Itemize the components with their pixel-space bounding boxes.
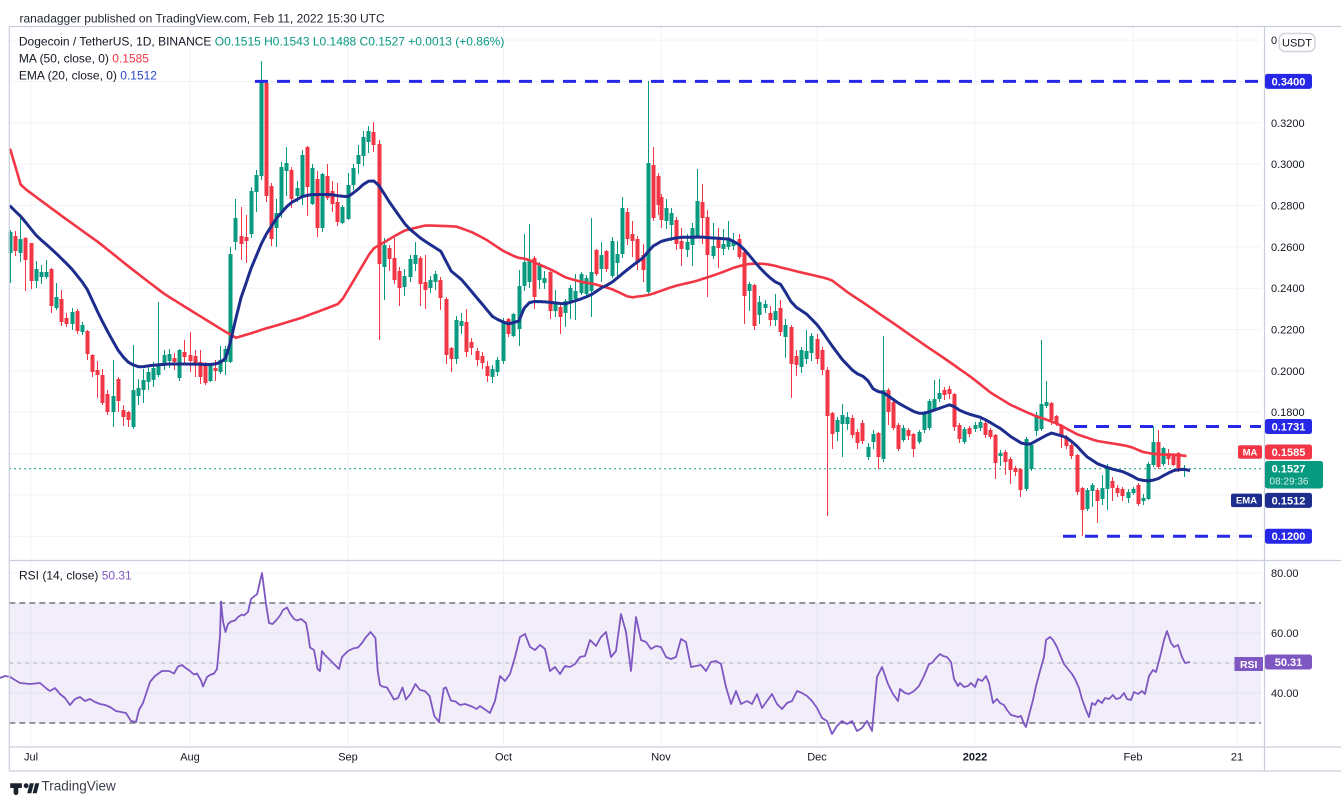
svg-text:0.1527: 0.1527 [1272,464,1306,476]
svg-text:0.1800: 0.1800 [1271,407,1305,419]
svg-text:50.31: 50.31 [1275,657,1303,669]
svg-text:80.00: 80.00 [1271,568,1299,580]
svg-text:0: 0 [1271,35,1277,47]
svg-text:0.2400: 0.2400 [1271,283,1305,295]
svg-text:Nov: Nov [651,752,671,764]
svg-text:Dogecoin / TetherUS, 1D, BINAN: Dogecoin / TetherUS, 1D, BINANCE O0.1515… [19,35,504,49]
svg-text:21: 21 [1231,752,1243,764]
svg-text:0.2800: 0.2800 [1271,200,1305,212]
svg-text:2022: 2022 [963,752,987,764]
svg-text:0.3400: 0.3400 [1272,76,1306,88]
svg-text:0.3000: 0.3000 [1271,159,1305,171]
svg-text:Oct: Oct [495,752,512,764]
svg-text:Sep: Sep [338,752,358,764]
svg-text:0.1585: 0.1585 [1272,447,1306,459]
svg-text:Aug: Aug [180,752,200,764]
svg-text:USDT: USDT [1282,38,1312,50]
svg-text:0.2600: 0.2600 [1271,242,1305,254]
svg-text:ranadagger published on Tradin: ranadagger published on TradingView.com,… [20,12,385,26]
svg-text:Jul: Jul [24,752,38,764]
svg-text:0.2200: 0.2200 [1271,325,1305,337]
svg-text:TradingView: TradingView [42,779,117,794]
svg-text:MA: MA [1243,447,1258,458]
svg-text:MA (50, close, 0) 0.1585: MA (50, close, 0) 0.1585 [19,52,149,66]
svg-text:0.1731: 0.1731 [1272,422,1306,434]
svg-text:60.00: 60.00 [1271,628,1299,640]
svg-text:Feb: Feb [1124,752,1143,764]
svg-text:RSI (14, close) 50.31: RSI (14, close) 50.31 [19,569,132,583]
svg-text:EMA: EMA [1236,496,1257,507]
svg-text:Dec: Dec [807,752,827,764]
svg-text:0.1512: 0.1512 [1272,495,1306,507]
svg-text:40.00: 40.00 [1271,688,1299,700]
svg-text:RSI: RSI [1240,659,1258,671]
svg-text:0.2000: 0.2000 [1271,366,1305,378]
svg-text:08:29:36: 08:29:36 [1270,477,1309,488]
svg-text:0.1200: 0.1200 [1272,531,1306,543]
svg-text:EMA (20, close, 0) 0.1512: EMA (20, close, 0) 0.1512 [19,69,157,83]
svg-text:0.3200: 0.3200 [1271,118,1305,130]
